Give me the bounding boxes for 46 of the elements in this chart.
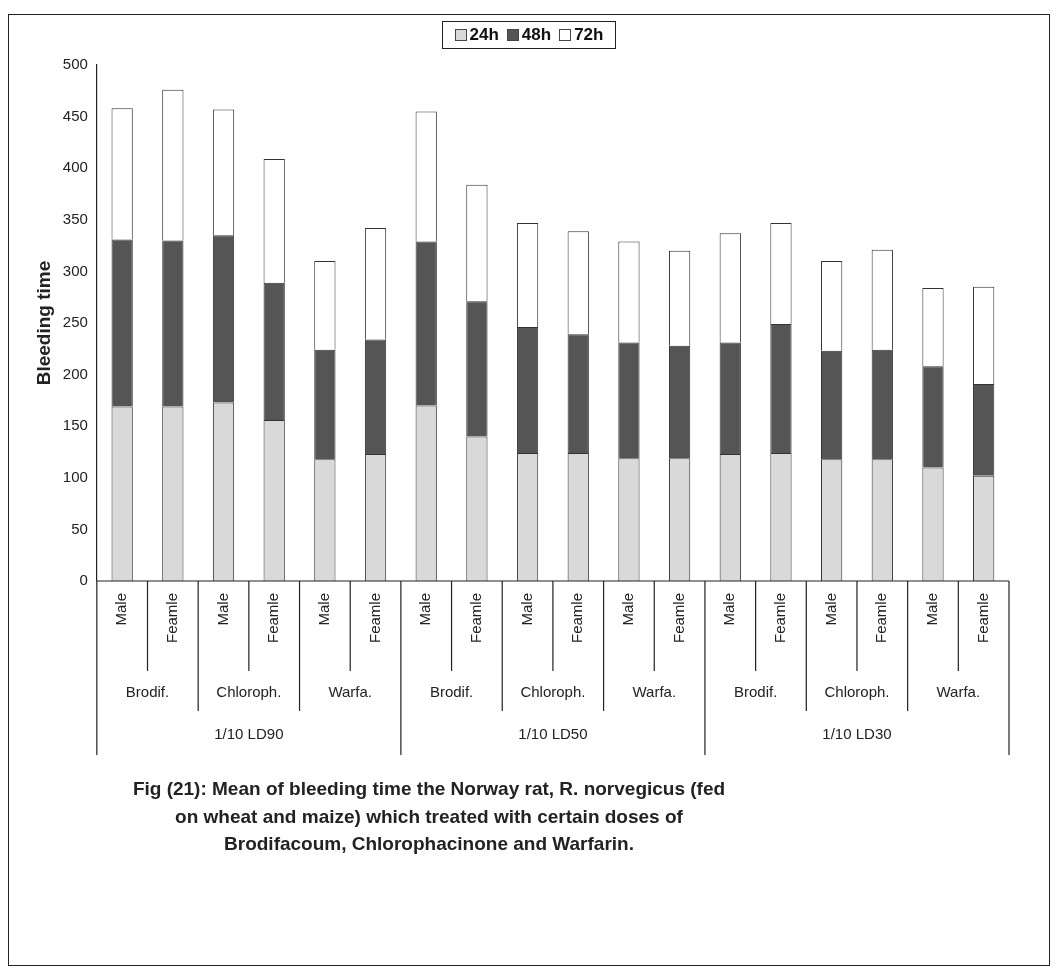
y-tick-label: 0	[79, 571, 88, 589]
text: Brodif.	[429, 683, 474, 701]
text: 1/10 LD30	[822, 725, 892, 743]
text: Brodif.	[733, 683, 778, 701]
x-tick-label: Feamle	[568, 592, 586, 644]
text: Chloroph.	[520, 683, 586, 701]
x-tick-label: Feamle	[973, 592, 991, 644]
y-tick-label: 300	[62, 261, 88, 279]
legend-label: 72h	[574, 25, 604, 44]
x-tick-label: Feamle	[365, 592, 383, 644]
x-tick-label: Feamle	[669, 592, 687, 644]
x-tick-label: Male	[923, 592, 941, 626]
y-tick-label: 250	[62, 313, 88, 331]
text: Chloroph.	[216, 683, 282, 701]
legend-label: 24h	[469, 25, 499, 44]
x-tick-label: Male	[315, 592, 333, 626]
text: Warfa.	[328, 683, 373, 701]
text: Chloroph.	[824, 683, 890, 701]
text: 1/10 LD90	[214, 725, 284, 743]
x-tick-label: Feamle	[162, 592, 180, 644]
text: Fig (21): Mean of bleeding time the Norway rat, R. norvegicus (fed on wheat and maize) which treated with certain doses of Brodifacoum, Chlorophacinone and Warfarin.	[131, 777, 727, 857]
y-tick-label: 200	[62, 364, 88, 382]
y-tick-label: 150	[62, 416, 88, 434]
x-tick-label: Male	[112, 592, 130, 626]
x-tick-label: Male	[619, 592, 637, 626]
x-tick-label: Feamle	[771, 592, 789, 644]
text: 1/10 LD50	[518, 725, 588, 743]
x-tick-label: Feamle	[467, 592, 485, 644]
text: Warfa.	[632, 683, 677, 701]
y-axis-title: Bleeding time	[32, 260, 54, 386]
y-tick-label: 100	[62, 467, 88, 485]
x-tick-label: Male	[416, 592, 434, 626]
text: Brodif.	[125, 683, 170, 701]
x-tick-label: Feamle	[264, 592, 282, 644]
y-tick-label: 400	[62, 158, 88, 176]
x-tick-label: Male	[213, 592, 231, 626]
y-tick-label: 450	[62, 106, 88, 124]
y-tick-label: 50	[71, 519, 88, 537]
legend-label: 48h	[521, 25, 552, 44]
y-tick-label: 500	[62, 55, 88, 73]
text: Warfa.	[936, 683, 981, 701]
x-tick-label: Male	[517, 592, 535, 626]
x-tick-label: Male	[821, 592, 839, 626]
x-tick-label: Male	[720, 592, 738, 626]
y-tick-label: 350	[62, 209, 88, 227]
x-tick-label: Feamle	[872, 592, 890, 644]
